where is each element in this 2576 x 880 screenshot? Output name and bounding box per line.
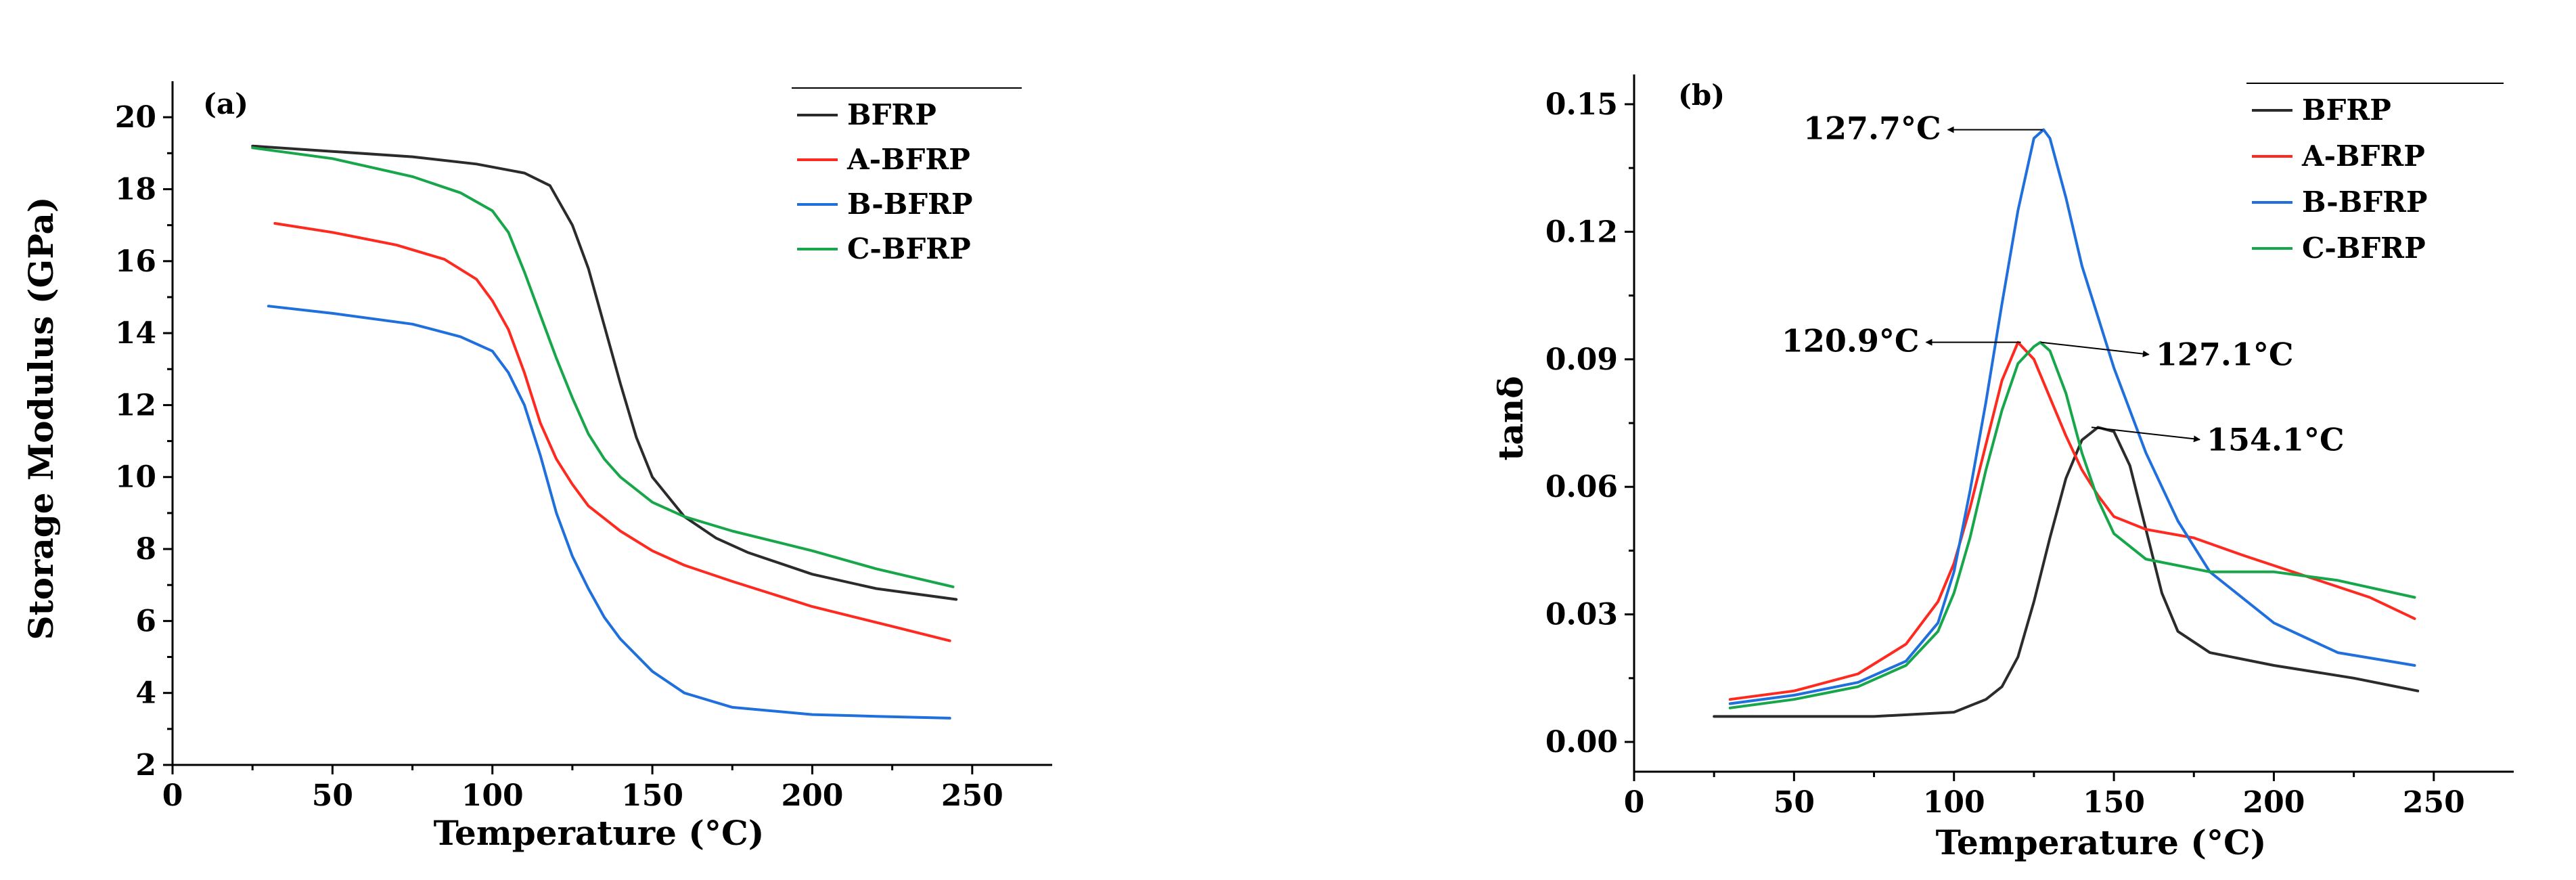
x-tick-label: 0 bbox=[162, 778, 183, 813]
legend-label-c-bfrp: C-BFRP bbox=[2302, 232, 2426, 265]
legend-label-a-bfrp: A-BFRP bbox=[846, 143, 970, 176]
annotation-arrow bbox=[2040, 341, 2150, 357]
y-tick-label: 0.00 bbox=[1545, 725, 1618, 760]
x-tick-label: 100 bbox=[1923, 785, 1985, 820]
annotation-label: 127.7°C bbox=[1803, 110, 1941, 147]
y-tick-label: 12 bbox=[115, 388, 156, 422]
x-tick-label: 50 bbox=[312, 778, 353, 813]
x-tick-label: 200 bbox=[2243, 785, 2305, 820]
legend-label-b-bfrp: B-BFRP bbox=[2302, 185, 2428, 219]
tan-delta-chart: (b) tanδ Temperature (°C) 0 50 100 150 200 25… bbox=[1491, 74, 2514, 862]
series-line-a-bfrp bbox=[1728, 340, 2416, 701]
y-tick-label: 0.06 bbox=[1545, 470, 1618, 504]
y-tick-label: 18 bbox=[115, 172, 156, 206]
storage-modulus-chart: (a) Storage Modulus (GPa) Temperature (°… bbox=[21, 81, 1052, 853]
panel-label-a: (a) bbox=[203, 87, 248, 120]
y-tick-label: 20 bbox=[115, 100, 156, 135]
x-axis-title: Temperature (°C) bbox=[1936, 822, 2267, 862]
y-tick-label: 0.09 bbox=[1545, 343, 1618, 377]
series-line-a-bfrp bbox=[273, 222, 951, 642]
series-line-c-bfrp bbox=[251, 146, 955, 588]
x-tick-label: 50 bbox=[1773, 785, 1815, 820]
y-axis-title: tanδ bbox=[1491, 376, 1531, 460]
y-tick-label: 8 bbox=[135, 532, 156, 567]
series-line-bfrp bbox=[1713, 426, 2420, 718]
series-line-c-bfrp bbox=[1728, 340, 2416, 709]
y-tick-label: 4 bbox=[135, 676, 156, 711]
y-tick-label: 2 bbox=[135, 748, 156, 783]
annotation-label: 127.1°C bbox=[2156, 336, 2294, 373]
x-tick-label: 100 bbox=[461, 778, 524, 813]
x-tick-label: 250 bbox=[2403, 785, 2465, 820]
legend-label-bfrp: BFRP bbox=[847, 98, 936, 131]
y-tick-label: 0.15 bbox=[1545, 87, 1618, 122]
legend: BFRP A-BFRP B-BFRP C-BFRP bbox=[792, 87, 1022, 265]
legend: BFRP A-BFRP B-BFRP C-BFRP bbox=[2246, 83, 2504, 265]
y-tick-label: 6 bbox=[135, 604, 156, 638]
legend-label-a-bfrp: A-BFRP bbox=[2301, 139, 2425, 173]
legend-label-c-bfrp: C-BFRP bbox=[847, 232, 971, 265]
y-tick-label: 16 bbox=[115, 244, 156, 279]
y-tick-label: 0.03 bbox=[1545, 598, 1618, 632]
y-tick-label: 0.12 bbox=[1545, 215, 1618, 249]
x-axis-title: Temperature (°C) bbox=[434, 813, 765, 853]
series-line-bfrp bbox=[251, 144, 958, 601]
y-tick-label: 10 bbox=[115, 460, 156, 495]
x-tick-label: 150 bbox=[621, 778, 683, 813]
y-axis-title: Storage Modulus (GPa) bbox=[21, 196, 61, 640]
series-line-b-bfrp bbox=[267, 305, 951, 720]
legend-label-b-bfrp: B-BFRP bbox=[847, 188, 973, 221]
annotation-label: 154.1°C bbox=[2207, 421, 2345, 458]
panel-label-b: (b) bbox=[1678, 79, 1725, 112]
x-tick-label: 200 bbox=[782, 778, 844, 813]
legend-label-bfrp: BFRP bbox=[2302, 93, 2391, 127]
y-tick-label: 14 bbox=[115, 316, 156, 351]
annotation-arrow bbox=[2091, 426, 2200, 443]
x-tick-label: 0 bbox=[1624, 785, 1645, 820]
x-tick-label: 250 bbox=[941, 778, 1003, 813]
x-tick-label: 150 bbox=[2083, 785, 2145, 820]
annotation-label: 120.9°C bbox=[1782, 323, 1920, 359]
series-line-b-bfrp bbox=[1728, 128, 2416, 705]
